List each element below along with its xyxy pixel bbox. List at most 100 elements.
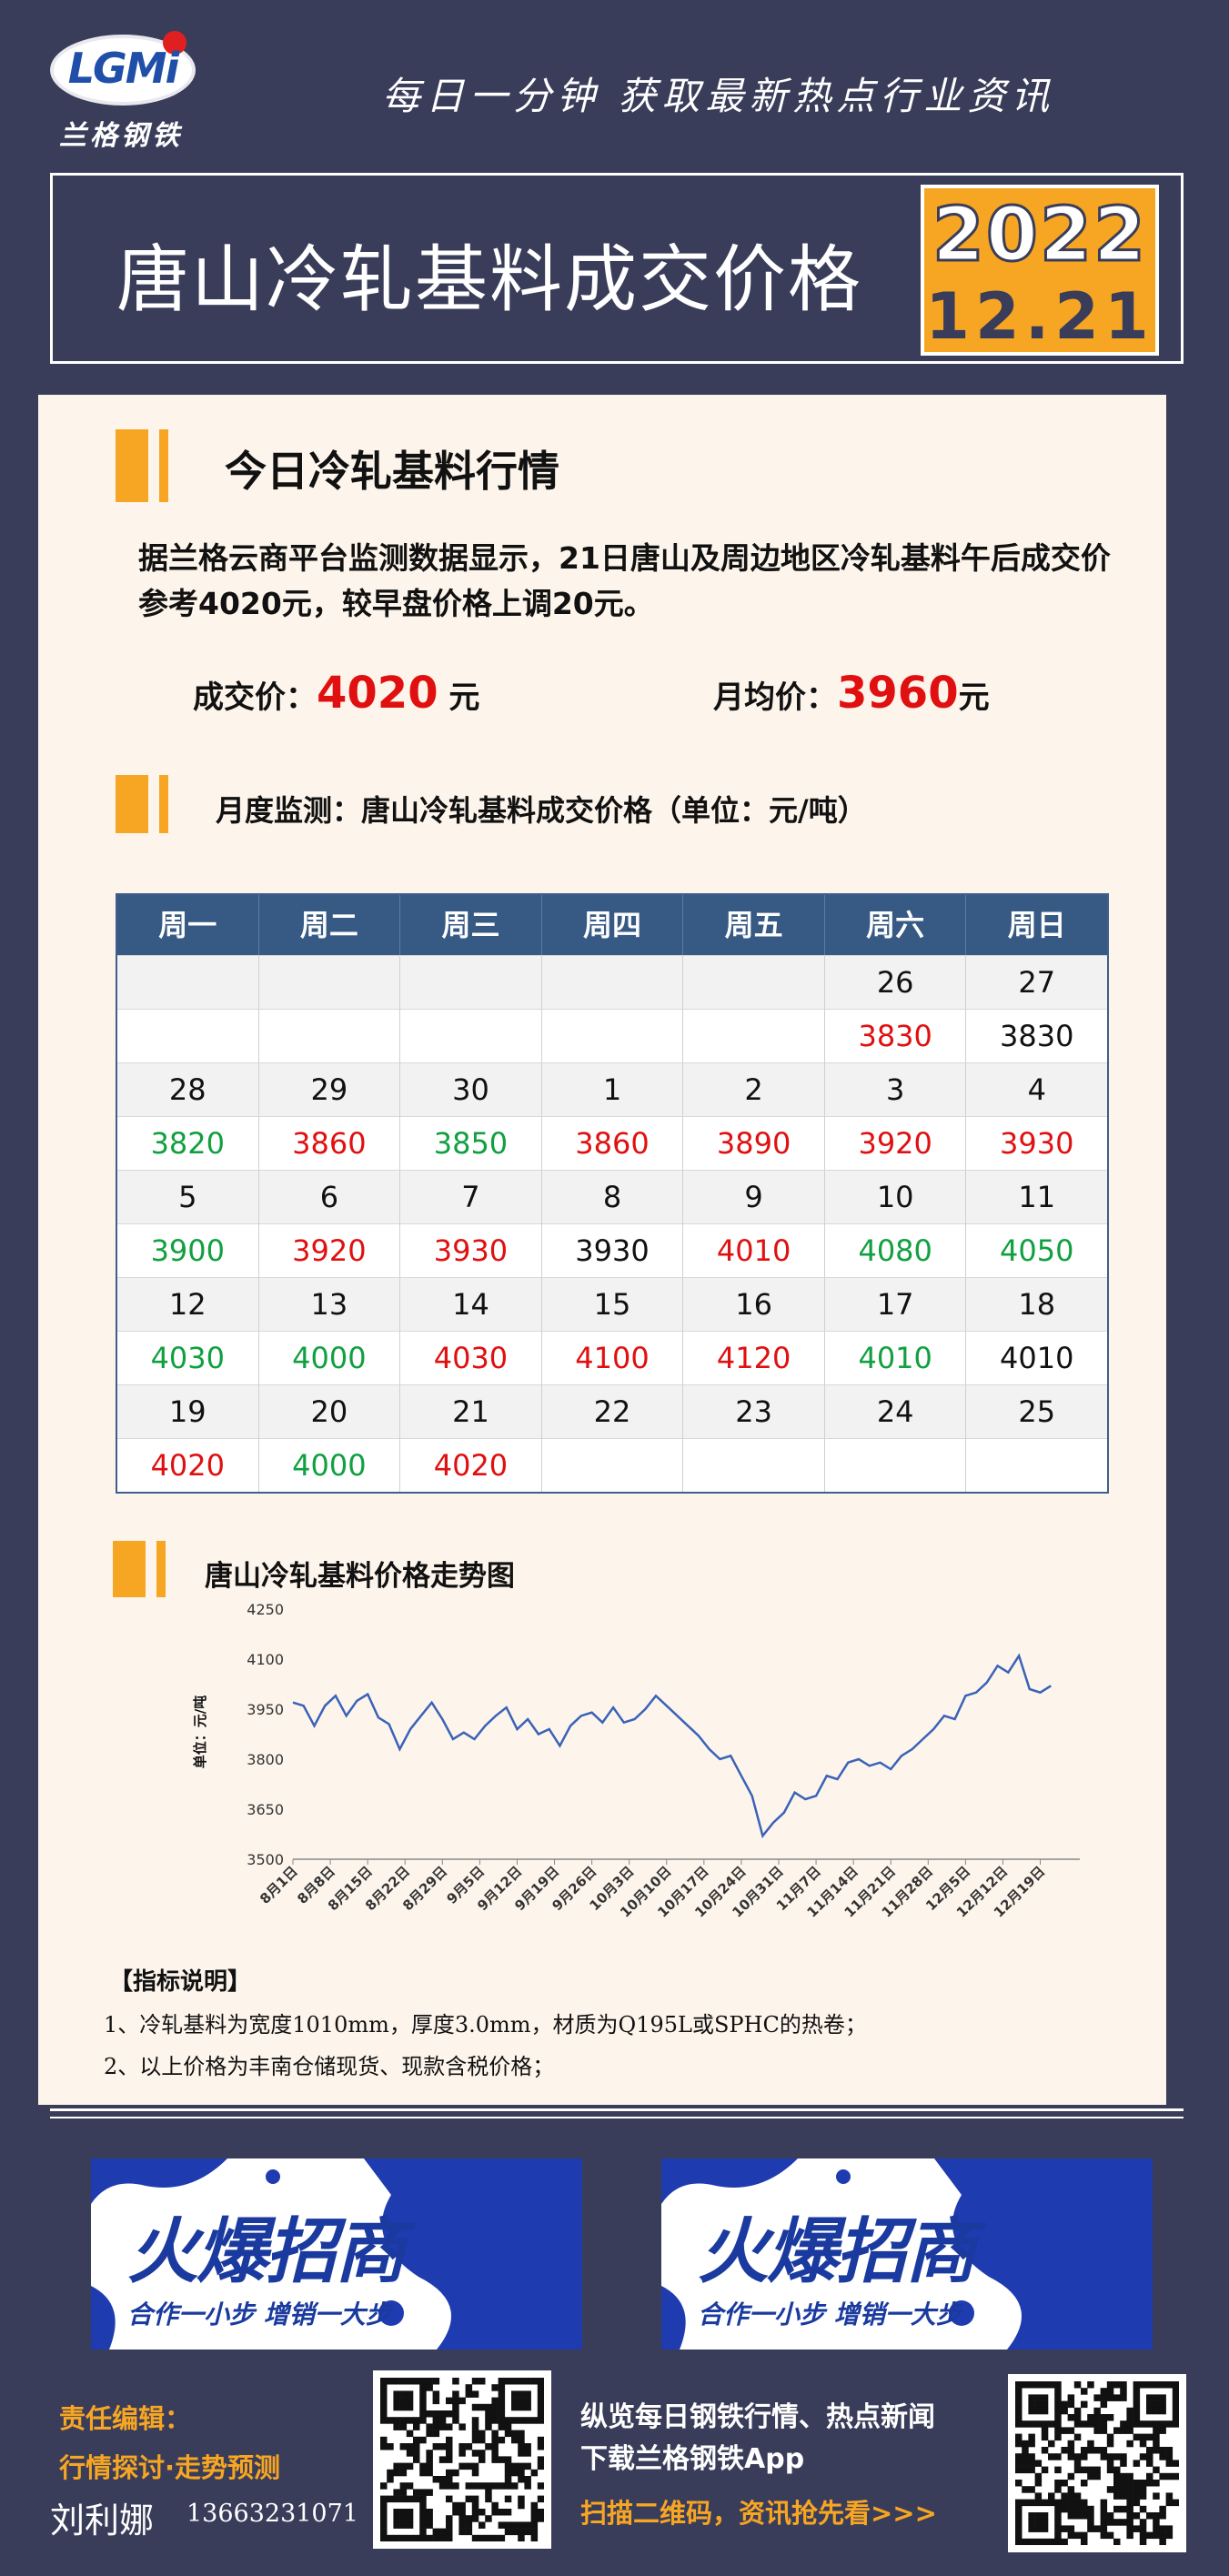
promo-line-1: 纵览每日钢铁行情、热点新闻: [580, 2401, 935, 2433]
logo-subtitle: 兰格钢铁: [59, 120, 183, 152]
section-marker-icon: [116, 429, 174, 502]
calendar-price-cell: [117, 1009, 259, 1062]
note-item: 2、以上价格为丰南仓储现货、现款含税价格；: [104, 2054, 555, 2079]
market-paragraph: 据兰格云商平台监测数据显示，21日唐山及周边地区冷轧基料午后成交价参考4020元…: [138, 540, 1111, 621]
calendar-date-cell: 9: [683, 1170, 825, 1223]
calendar-price-row: 4020 4000 4020: [117, 1438, 1108, 1492]
ad-title: 火爆招商: [127, 2211, 406, 2293]
calendar-date-row: 19 20 21 22 23 24 25: [117, 1384, 1108, 1438]
calendar-date-cell: 19: [117, 1384, 259, 1438]
x-axis: 8月1日8月8日8月15日8月22日8月29日9月5日9月12日9月19日9月2…: [257, 1859, 1048, 1921]
deal-price-value: 4020: [317, 668, 438, 719]
price-calendar: 周一 周二 周三 周四 周五 周六 周日 26 27 3830 3830 28 29 30 1 2 3 4 382…: [116, 893, 1109, 1494]
calendar-date-cell: [258, 955, 401, 1009]
calendar-price-cell: 3860: [541, 1116, 684, 1170]
calendar-price-cell: 4080: [824, 1223, 967, 1277]
section-marker-icon: [113, 1541, 171, 1597]
y-tick-label: 4100: [247, 1651, 284, 1668]
calendar-date-cell: 20: [258, 1384, 401, 1438]
calendar-date-cell: 1: [541, 1062, 684, 1116]
calendar-date-cell: [117, 955, 259, 1009]
calendar-date-cell: 7: [400, 1170, 542, 1223]
content-panel: 今日冷轧基料行情 据兰格云商平台监测数据显示，21日唐山及周边地区冷轧基料午后成…: [38, 395, 1166, 2105]
calendar-price-cell: [400, 1009, 542, 1062]
calendar-price-cell: [258, 1009, 401, 1062]
ad-subtitle: 合作一小步 增销一大步: [127, 2299, 391, 2329]
calendar-price-cell: 3830: [966, 1009, 1108, 1062]
note-item: 1、冷轧基料为宽度1010mm，厚度3.0mm，材质为Q195L或SPHC的热卷…: [104, 2012, 867, 2038]
date-day: 12.21: [925, 279, 1154, 354]
calendar-price-cell: 3920: [258, 1223, 401, 1277]
calendar-price-cell: [541, 1438, 684, 1492]
calendar-date-cell: 12: [117, 1277, 259, 1331]
calendar-date-cell: 18: [966, 1277, 1108, 1331]
calendar-price-cell: 4010: [683, 1223, 825, 1277]
editor-name: 刘利娜: [50, 2501, 155, 2541]
calendar-price-cell: 4010: [966, 1331, 1108, 1384]
calendar-price-cell: 3890: [683, 1116, 825, 1170]
brand-logo: LGMi 兰格钢铁: [50, 31, 196, 152]
calendar-date-cell: 10: [824, 1170, 967, 1223]
qr-code-icon[interactable]: [373, 2370, 551, 2549]
deal-price: 成交价：4020 元: [193, 668, 479, 719]
ad-banner[interactable]: 火爆招商 合作一小步 增销一大步: [661, 2158, 1153, 2350]
calendar-date-cell: 3: [824, 1062, 967, 1116]
calendar-header-cell: 周五: [683, 895, 825, 955]
ink-splash-icon: [661, 2158, 1153, 2350]
calendar-date-cell: 8: [541, 1170, 684, 1223]
chart-title: 唐山冷轧基料价格走势图: [205, 1560, 515, 1593]
calendar-date-cell: 15: [541, 1277, 684, 1331]
calendar-header-cell: 周四: [542, 895, 684, 955]
y-tick-label: 3950: [247, 1701, 284, 1718]
calendar-price-row: 4030 4000 4030 4100 4120 4010 4010: [117, 1331, 1108, 1384]
qr-pattern: [1015, 2381, 1180, 2546]
calendar-date-cell: 27: [966, 955, 1108, 1009]
calendar-date-cell: 14: [400, 1277, 542, 1331]
trend-line: [292, 1653, 1052, 1839]
editor-topic: 行情探讨·走势预测: [59, 2452, 281, 2483]
divider: [50, 2117, 1184, 2118]
y-tick-label: 3500: [247, 1851, 284, 1868]
calendar-date-cell: 4: [966, 1062, 1108, 1116]
calendar-price-cell: 4030: [117, 1331, 259, 1384]
calendar-price-cell: 4000: [258, 1438, 401, 1492]
calendar-date-cell: 13: [258, 1277, 401, 1331]
page-title: 唐山冷轧基料成交价格: [116, 237, 862, 322]
ad-title: 火爆招商: [698, 2211, 976, 2293]
ink-splash-icon: [91, 2158, 582, 2350]
ad-banner[interactable]: 火爆招商 合作一小步 增销一大步: [91, 2158, 582, 2350]
deal-price-unit: 元: [438, 679, 480, 716]
title-banner: 唐山冷轧基料成交价格: [50, 173, 1184, 364]
calendar-header-cell: 周六: [825, 895, 967, 955]
calendar-date-row: 5 6 7 8 9 10 11: [117, 1170, 1108, 1223]
avg-price-value: 3960: [837, 668, 959, 719]
promo-line-2: 下载兰格钢铁App: [580, 2443, 805, 2475]
calendar-price-cell: 3830: [824, 1009, 967, 1062]
qr-code-icon[interactable]: [1008, 2374, 1186, 2552]
editor-phone: 13663231071: [186, 2500, 358, 2528]
calendar-price-cell: 4120: [683, 1331, 825, 1384]
calendar-header-cell: 周三: [400, 895, 542, 955]
promo-line-3: 扫描二维码，资讯抢先看>>>: [580, 2498, 937, 2529]
calendar-date-cell: 25: [966, 1384, 1108, 1438]
calendar-header: 周一 周二 周三 周四 周五 周六 周日: [117, 895, 1107, 955]
qr-pattern: [380, 2378, 545, 2542]
calendar-price-cell: 4100: [541, 1331, 684, 1384]
calendar-price-row: 3900 3920 3930 3930 4010 4080 4050: [117, 1223, 1108, 1277]
calendar-date-cell: 29: [258, 1062, 401, 1116]
calendar-date-cell: 21: [400, 1384, 542, 1438]
y-tick-label: 3650: [247, 1801, 284, 1818]
section-marker-icon: [116, 775, 174, 833]
y-tick-label: 4250: [247, 1601, 284, 1618]
calendar-date-cell: 2: [683, 1062, 825, 1116]
calendar-price-cell: 3920: [824, 1116, 967, 1170]
calendar-price-cell: 3930: [541, 1223, 684, 1277]
calendar-header-cell: 周一: [117, 895, 259, 955]
calendar-price-row: 3830 3830: [117, 1009, 1108, 1062]
x-tick-label: 8月1日: [257, 1863, 301, 1907]
market-section-title: 今日冷轧基料行情: [225, 447, 559, 496]
calendar-price-cell: [824, 1438, 967, 1492]
calendar-date-cell: [683, 955, 825, 1009]
calendar-date-cell: 5: [117, 1170, 259, 1223]
editor-label: 责任编辑：: [59, 2403, 192, 2434]
